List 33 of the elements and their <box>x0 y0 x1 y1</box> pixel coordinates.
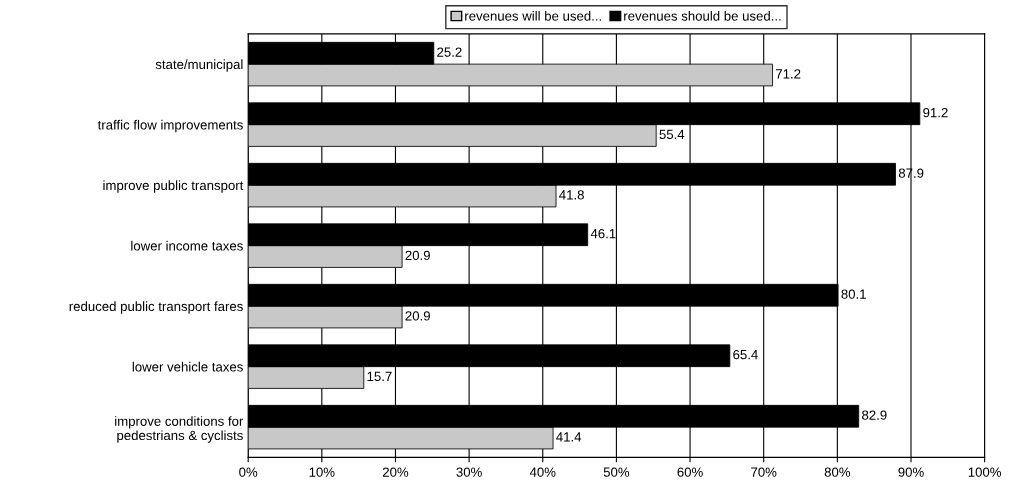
data-label: 41.8 <box>559 190 584 200</box>
y-tick-label: traffic flow improvements <box>97 119 243 133</box>
x-tick-label: 100% <box>968 467 1002 477</box>
data-label: 25.2 <box>437 47 462 57</box>
legend-label: revenues should be used... <box>624 11 781 21</box>
x-tick-label: 90% <box>898 467 924 477</box>
data-label: 80.1 <box>841 289 866 299</box>
data-label: 65.4 <box>733 349 758 360</box>
data-label: 41.4 <box>556 432 582 442</box>
x-tick-label: 10% <box>309 467 335 477</box>
x-tick-label: 20% <box>382 467 409 477</box>
x-tick-label: 40% <box>529 467 556 477</box>
x-tick-label: 50% <box>603 467 630 477</box>
x-tick-label: 0% <box>239 467 258 477</box>
y-tick-label: reduced public transport fares <box>69 301 243 314</box>
data-label: 20.9 <box>405 311 430 321</box>
y-tick-label: lower income taxes <box>131 240 243 251</box>
data-label: 82.9 <box>862 410 887 420</box>
data-label: 91.2 <box>923 107 948 118</box>
x-tick-label: 60% <box>677 467 703 477</box>
x-tick-label: 80% <box>824 467 851 477</box>
data-label: 55.4 <box>659 129 685 140</box>
x-tick-label: 30% <box>456 467 482 477</box>
y-tick-label: improve conditions for pedestrians & cyclists <box>115 416 244 443</box>
data-label: 20.9 <box>405 250 430 261</box>
data-label: 46.1 <box>590 228 616 239</box>
y-tick-label: improve public transport <box>103 180 244 193</box>
y-tick-label: lower vehicle taxes <box>132 361 243 372</box>
data-label: 71.2 <box>775 69 801 79</box>
y-tick-label: state/municipal <box>155 59 243 72</box>
data-label: 15.7 <box>367 371 392 382</box>
legend-label: revenues will be used... <box>465 11 601 21</box>
x-tick-label: 70% <box>751 467 777 477</box>
